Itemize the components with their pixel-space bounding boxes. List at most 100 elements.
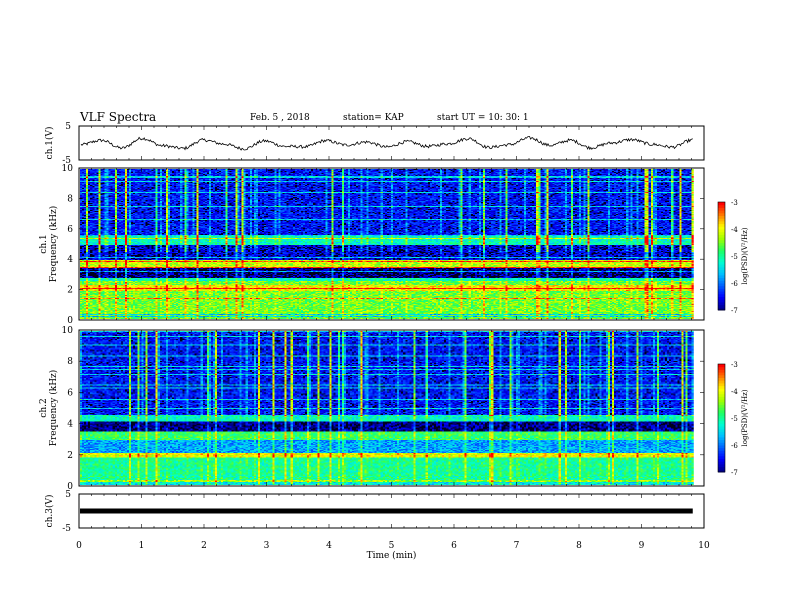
colorbar [717,363,726,473]
colorbar-swatch [718,274,725,279]
colorbar-swatch [718,442,725,446]
y-axis-label: ch.3(V) [44,495,55,528]
colorbar-swatch [718,293,725,297]
colorbar-swatch [718,291,725,295]
colorbar-swatch [718,239,725,243]
station-label: station= KAP [343,113,404,123]
colorbar-swatch [718,226,725,230]
colorbar-swatch [718,245,725,249]
colorbar-swatch [718,242,725,246]
colorbar-swatch [718,280,725,284]
colorbar-swatch [718,304,725,308]
colorbar-swatch [718,229,725,233]
x-tick-label: 6 [451,541,457,551]
x-tick-label: 10 [698,541,710,551]
colorbar-swatch [718,423,725,427]
colorbar-swatch [718,264,725,268]
colorbar-swatch [718,412,725,416]
colorbar-swatch [718,247,725,252]
y-tick-label: 0 [67,482,73,492]
colorbar-swatch [718,202,725,206]
y-tick-label: 5 [65,122,71,132]
colorbar-tick-label: -3 [731,199,738,207]
colorbar-swatch [718,463,725,468]
y-tick-label: 8 [67,357,73,367]
colorbar-swatch [718,380,725,384]
colorbar-swatch [718,458,725,462]
x-tick-label: 2 [201,541,207,551]
y-tick-label: 0 [67,316,73,326]
colorbar-swatch [718,445,725,449]
colorbar-tick-label: -4 [731,388,738,396]
colorbar-swatch [718,207,725,211]
colorbar-swatch [718,426,725,430]
colorbar-swatch [718,374,725,378]
colorbar-swatch [718,385,725,389]
x-tick-label: 8 [576,541,582,551]
colorbar-swatch [718,299,725,303]
start-time-label: start UT = 10: 30: 1 [437,113,529,123]
colorbar-swatch [718,369,725,373]
colorbar [717,201,726,311]
colorbar-swatch [718,450,725,454]
y-tick-label: 10 [62,164,74,174]
y-tick-label: 2 [67,286,73,296]
colorbar-swatch [718,364,725,368]
y-tick-label: 6 [67,388,73,398]
colorbar-swatch [718,288,725,292]
y-tick-label: 5 [65,490,71,500]
colorbar-tick-label: -7 [731,469,738,477]
colorbar-swatch [718,439,725,443]
colorbar-swatch [718,250,725,254]
colorbar-swatch [718,461,725,465]
colorbar-swatch [718,393,725,397]
colorbar-swatch [718,285,725,289]
colorbar-swatch [718,212,725,216]
y-axis-label: Frequency (kHz) [48,206,59,283]
colorbar-swatch [718,220,725,225]
colorbar-swatch [718,266,725,270]
waveform-traces [80,136,693,514]
colorbar-swatch [718,469,725,473]
x-tick-label: 1 [139,541,145,551]
figure-title: VLF Spectra [80,110,157,124]
axes [78,125,726,529]
x-tick-label: 5 [389,541,395,551]
colorbar-label: log(PSD)(V²/Hz) [741,389,749,446]
colorbar-swatch [718,453,725,457]
colorbar-swatch [718,269,725,273]
colorbar-swatch [718,283,725,287]
colorbar-swatch [718,455,725,459]
ch3-waveform-line [80,508,693,514]
colorbar-swatch [718,418,725,422]
colorbar-swatch [718,204,725,208]
colorbar-swatch [718,431,725,435]
colorbar-swatch [718,436,725,441]
spectrogram-raster [80,331,694,485]
y-tick-label: 6 [67,225,73,235]
spectrogram-raster [80,169,694,319]
y-tick-label: 4 [67,420,73,430]
colorbar-swatch [718,301,725,306]
colorbar-tick-label: -5 [731,253,738,261]
colorbar-tick-label: -5 [731,415,738,423]
colorbar-swatch [718,218,725,222]
colorbar-swatch [718,420,725,424]
colorbar-swatch [718,261,725,265]
colorbar-swatch [718,399,725,403]
colorbar-swatch [718,258,725,262]
y-tick-label: -5 [62,524,71,534]
colorbar-tick-label: -6 [731,280,738,288]
colorbar-swatch [718,428,725,432]
y-axis-label: ch.1 [39,234,49,253]
colorbar-swatch [718,407,725,411]
colorbar-swatch [718,415,725,419]
colorbar-swatch [718,277,725,281]
colorbar-swatch [718,409,725,414]
colorbar-frame [717,363,726,473]
colorbar-swatch [718,401,725,405]
colorbar-tick-label: -4 [731,226,738,234]
y-tick-label: 10 [62,326,74,336]
colorbar-swatch [718,215,725,219]
